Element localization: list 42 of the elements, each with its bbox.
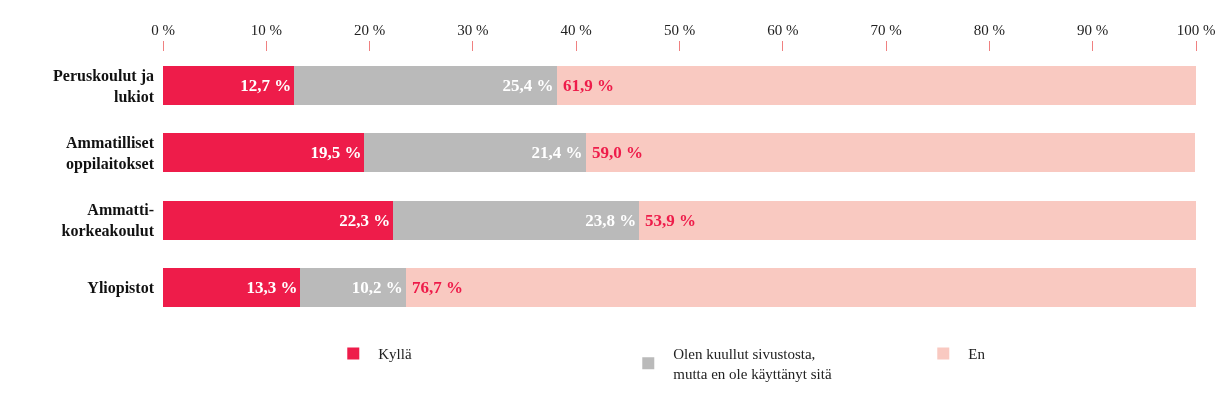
bar [163, 267, 301, 307]
y-tick-label: Yliopistot [87, 278, 155, 297]
data-label: 19,5 % [310, 143, 362, 163]
y-tick-label: Ammatilliset oppilaitokset [65, 134, 155, 173]
x-tick-label: 40 % [560, 22, 592, 38]
data-label: 21,4 % [531, 143, 583, 163]
y-tick-label: Ammatti- korkeakoulut [61, 201, 155, 240]
x-tick-label: 100 % [1176, 22, 1216, 38]
x-tick-label: 90 % [1077, 22, 1109, 38]
x-tick-label: 60 % [767, 22, 799, 38]
data-label: 13,3 % [246, 277, 298, 297]
bar [163, 66, 295, 106]
bar [163, 133, 365, 173]
x-tick-label: 80 % [973, 22, 1006, 38]
data-label: 59,0 % [592, 143, 643, 162]
data-label: 61,9 % [563, 76, 614, 95]
data-label: 25,4 % [502, 76, 554, 96]
data-label: 53,9 % [645, 211, 696, 230]
bar [639, 200, 1196, 240]
x-tick-label: 70 % [870, 22, 902, 38]
bar [300, 267, 406, 307]
data-label: 12,7 % [240, 76, 292, 96]
legend-label: Kyllä [378, 346, 412, 363]
bar [585, 133, 1195, 173]
bar [405, 267, 1196, 307]
data-label: 76,7 % [412, 278, 463, 297]
x-tick-label: 0 % [151, 22, 175, 38]
y-tick-label: Peruskoulut ja lukiot [53, 66, 155, 105]
x-tick-label: 20 % [353, 22, 386, 38]
bar [556, 66, 1196, 106]
data-label: 10,2 % [351, 277, 403, 297]
bar [393, 200, 640, 240]
data-label: 23,8 % [585, 210, 637, 230]
x-tick-label: 50 % [663, 22, 696, 38]
legend-label: En [968, 346, 986, 363]
x-tick-label: 10 % [250, 22, 282, 38]
legend-label: Olen kuullut sivustosta, mutta en ole käyttänyt sitä [673, 346, 832, 382]
data-label: 22,3 % [339, 210, 391, 230]
bar [364, 133, 586, 173]
bar [294, 66, 557, 106]
bar [163, 200, 394, 240]
x-tick-label: 30 % [457, 22, 489, 38]
